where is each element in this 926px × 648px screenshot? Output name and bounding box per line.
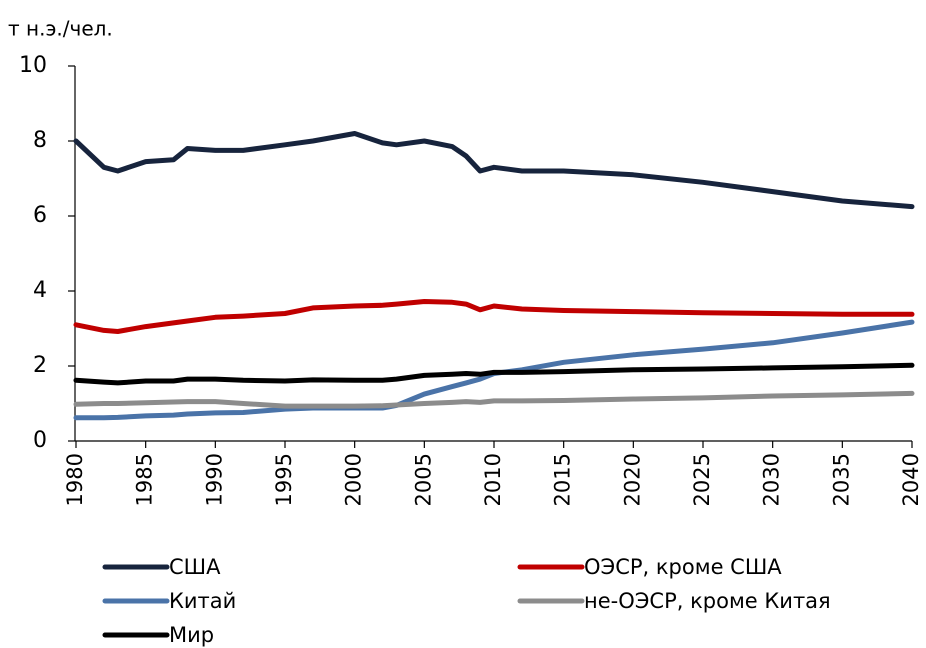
series-line bbox=[73, 131, 915, 210]
x-tick-label: 2025 bbox=[690, 453, 714, 506]
x-tick-label: 1985 bbox=[133, 453, 157, 506]
x-tick-label: 2020 bbox=[620, 453, 644, 506]
x-tick-label: 2005 bbox=[411, 453, 435, 506]
y-tick-label: 0 bbox=[33, 428, 47, 453]
legend-label: не-ОЭСР, кроме Китая bbox=[584, 589, 831, 613]
x-tick-label: 2035 bbox=[829, 453, 853, 506]
x-tick-label: 1990 bbox=[202, 453, 226, 506]
y-axis-label: т н.э./чел. bbox=[8, 17, 113, 41]
series-line bbox=[73, 362, 915, 386]
y-tick-label: 8 bbox=[33, 128, 47, 153]
legend-label: ОЭСР, кроме США bbox=[584, 555, 782, 579]
y-tick-label: 6 bbox=[33, 203, 47, 228]
y-tick-label: 10 bbox=[19, 53, 47, 78]
y-tick-label: 2 bbox=[33, 353, 47, 378]
x-tick-label: 1980 bbox=[63, 453, 87, 506]
legend-label: Мир bbox=[169, 623, 214, 647]
x-tick-label: 2040 bbox=[899, 453, 923, 506]
y-tick-label: 4 bbox=[33, 278, 47, 303]
legend-label: Китай bbox=[169, 589, 236, 613]
legend-label: США bbox=[169, 555, 221, 579]
series-line bbox=[73, 390, 915, 409]
series-line bbox=[73, 299, 915, 334]
x-tick-label: 2000 bbox=[342, 453, 366, 506]
x-tick-label: 1995 bbox=[272, 453, 296, 506]
x-tick-label: 2010 bbox=[481, 453, 505, 506]
x-tick-label: 2030 bbox=[760, 453, 784, 506]
x-tick-label: 2015 bbox=[551, 453, 575, 506]
